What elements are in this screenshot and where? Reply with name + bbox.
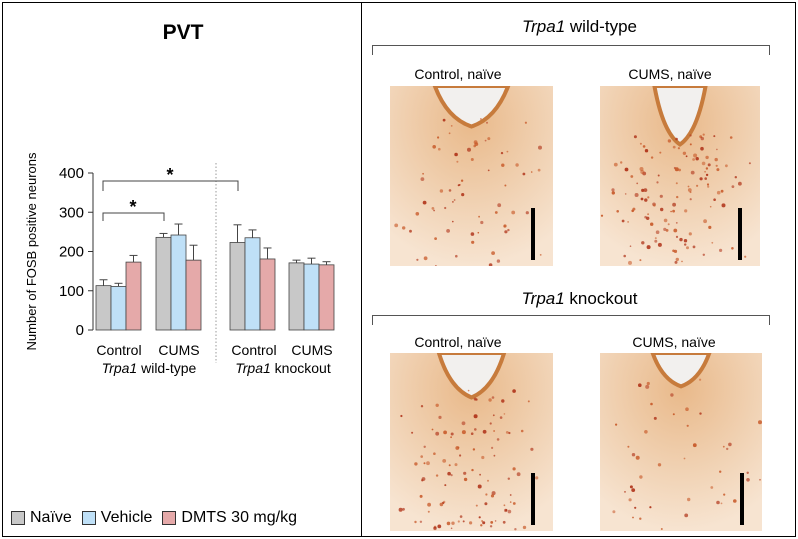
significance-bracket [102,212,165,221]
chart-title: PVT [162,21,204,44]
category-label: Control [96,342,141,358]
legend-swatch-naive [11,511,25,525]
scale-bar [531,473,535,525]
significance-star: * [129,197,136,217]
knockout-title-rest: knockout [564,289,638,308]
legend-label-dmts: DMTS 30 mg/kg [181,509,297,526]
significance-star: * [166,165,173,185]
image-label-ko-control: Control, naïve [414,334,502,350]
micrograph-panel: Trpa1 wild-type Control, naïve CUMS, naï… [361,2,796,537]
legend-label-naive: Naïve [30,509,72,526]
wildtype-title-rest: wild-type [565,17,637,36]
micrograph-wt-control [390,86,553,266]
bar [229,242,246,331]
legend-swatch-dmts [162,511,177,525]
micrograph-ko-cums-image [600,353,762,531]
group-label: Trpa1 knockout [235,360,331,376]
y-tick-label: 200 [59,244,84,261]
bar [259,258,276,331]
bar [185,259,202,331]
micrograph-ko-control-image [390,353,553,531]
bar [110,286,127,331]
y-tick-label: 300 [59,204,84,221]
knockout-title-gene: Trpa1 [521,289,565,308]
legend-item-naive: Naïve [11,509,72,527]
image-label-wt-control: Control, naïve [414,66,502,82]
micrograph-wt-cums-image [600,86,760,266]
bar [303,263,320,331]
micrograph-wt-control-image [390,86,553,266]
micrograph-ko-cums [600,353,762,531]
bar-chart: 0 100 200 300 400 Number of FOSB positive neu… [24,152,335,376]
micrograph-wt-cums [600,86,760,266]
wildtype-title-gene: Trpa1 [522,17,566,36]
bar [318,264,335,331]
bar [95,285,112,331]
category-label: CUMS [291,342,332,358]
legend-label-vehicle: Vehicle [100,509,153,526]
y-tick-label: 0 [76,322,84,339]
chart-panel: PVT 0 100 200 300 400 Number of FOSB positive… [2,2,362,537]
wildtype-section-title: Trpa1 wild-type [362,17,797,37]
bar [125,261,142,331]
bar [170,234,187,331]
category-label: Control [231,342,276,358]
group-label: Trpa1 wild-type [102,360,197,376]
wildtype-bracket [372,45,770,55]
significance-bracket [102,180,239,191]
micrograph-ko-control [390,353,553,531]
image-label-wt-cums: CUMS, naïve [628,66,712,82]
category-label: CUMS [158,342,199,358]
y-tick-label: 100 [59,283,84,300]
y-tick-label: 400 [59,165,84,182]
image-label-ko-cums: CUMS, naïve [632,334,716,350]
knockout-bracket [372,315,770,325]
bar [244,237,261,331]
legend: Naïve Vehicle DMTS 30 mg/kg [11,509,307,527]
scale-bar [738,208,742,260]
bar [155,236,172,331]
legend-swatch-vehicle [81,511,96,525]
legend-item-dmts: DMTS 30 mg/kg [162,509,297,527]
bar [288,262,305,331]
scale-bar [531,208,535,260]
scale-bar [740,473,744,525]
legend-item-vehicle: Vehicle [81,509,153,527]
y-axis-label: Number of FOSB positive neurons [24,152,39,350]
knockout-section-title: Trpa1 knockout [362,289,797,309]
